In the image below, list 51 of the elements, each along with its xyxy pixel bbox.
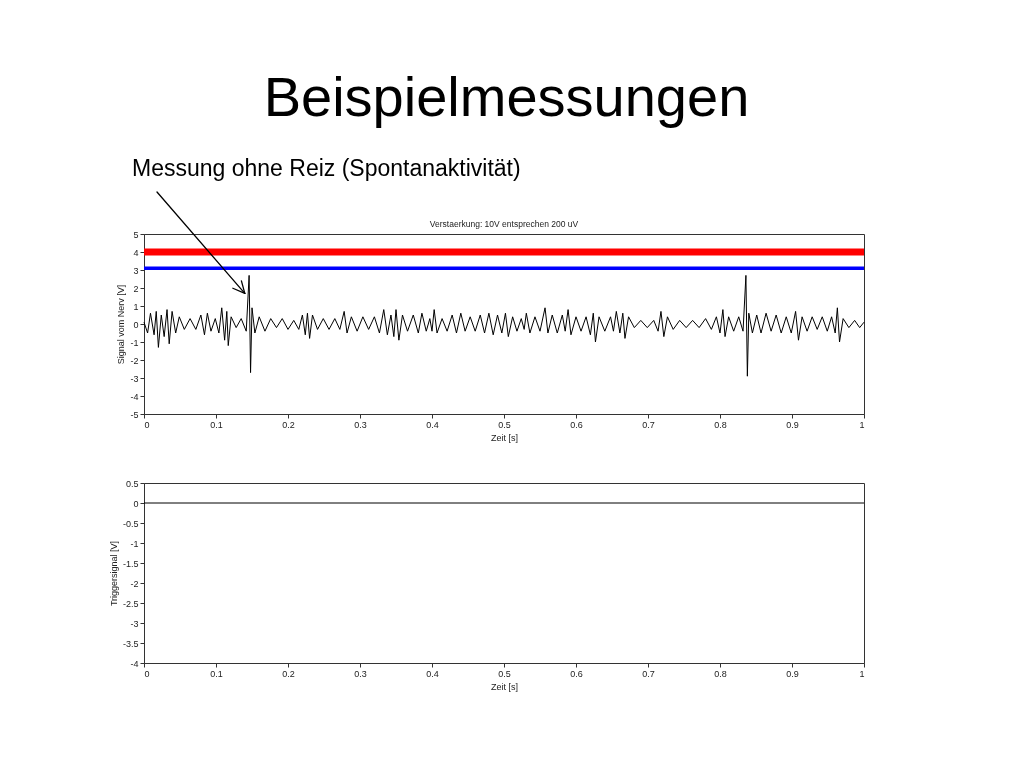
- x-tick-label: 0.9: [786, 419, 799, 430]
- y-tick-label: 2: [133, 283, 139, 294]
- chart-title: Beispielmessungen: [263, 64, 750, 128]
- x-tick-label: 0.2: [282, 668, 295, 679]
- x-tick-label: 0.1: [210, 419, 223, 430]
- line-series: [143, 274, 865, 377]
- x-tick-label: 0.2: [282, 419, 295, 430]
- y-tick-label: 0.5: [125, 478, 139, 489]
- y-tick-label: 5: [133, 229, 139, 240]
- x-tick-label: 0.6: [570, 668, 583, 679]
- x-tick-label: 0.3: [354, 419, 367, 430]
- y-tick-label: -0.5: [122, 518, 139, 529]
- y-tick-label: -4: [130, 391, 139, 402]
- y-axis-title: Signal vom Nerv [V]: [116, 284, 127, 365]
- x-tick-label: 0.7: [642, 668, 655, 679]
- x-tick-label: 0: [144, 668, 150, 679]
- x-tick-label: 1: [859, 419, 865, 430]
- x-tick-label: 0.9: [786, 668, 799, 679]
- x-tick-label: 0.7: [642, 419, 655, 430]
- x-tick-label: 0.8: [714, 419, 727, 430]
- chart-subtitle: Verstaerkung: 10V entsprechen 200 uV: [429, 219, 579, 229]
- y-tick-label: 1: [133, 301, 139, 312]
- x-tick-label: 0.5: [498, 419, 511, 430]
- x-tick-label: 1: [859, 668, 865, 679]
- y-tick-label: -1.5: [122, 558, 139, 569]
- y-tick-label: -5: [130, 409, 139, 420]
- x-tick-label: 0: [144, 419, 150, 430]
- y-tick-label: -4: [130, 658, 139, 669]
- y-tick-label: 3: [133, 265, 139, 276]
- y-axis-title: Triggersignal [V]: [108, 540, 119, 607]
- y-tick-label: -2.5: [122, 598, 139, 609]
- x-tick-label: 0.6: [570, 419, 583, 430]
- y-tick-label: -2: [130, 578, 139, 589]
- y-tick-label: -3: [130, 373, 139, 384]
- x-axis-title: Zeit [s]: [490, 432, 519, 443]
- y-tick-label: -3: [130, 618, 139, 629]
- x-axis-title: Zeit [s]: [490, 681, 519, 692]
- y-tick-label: -1: [130, 337, 139, 348]
- x-tick-label: 0.4: [426, 668, 439, 679]
- x-tick-label: 0.5: [498, 668, 511, 679]
- x-tick-label: 0.3: [354, 668, 367, 679]
- y-tick-label: 0: [133, 498, 139, 509]
- y-tick-label: 0: [133, 319, 139, 330]
- y-tick-label: -3.5: [122, 638, 139, 649]
- x-tick-label: 0.1: [210, 668, 223, 679]
- y-tick-label: 4: [133, 247, 139, 258]
- y-tick-label: -1: [130, 538, 139, 549]
- x-tick-label: 0.4: [426, 419, 439, 430]
- y-tick-label: -2: [130, 355, 139, 366]
- annotation: Messung ohne Reiz (Spontanaktivität): [132, 155, 521, 181]
- x-tick-label: 0.8: [714, 668, 727, 679]
